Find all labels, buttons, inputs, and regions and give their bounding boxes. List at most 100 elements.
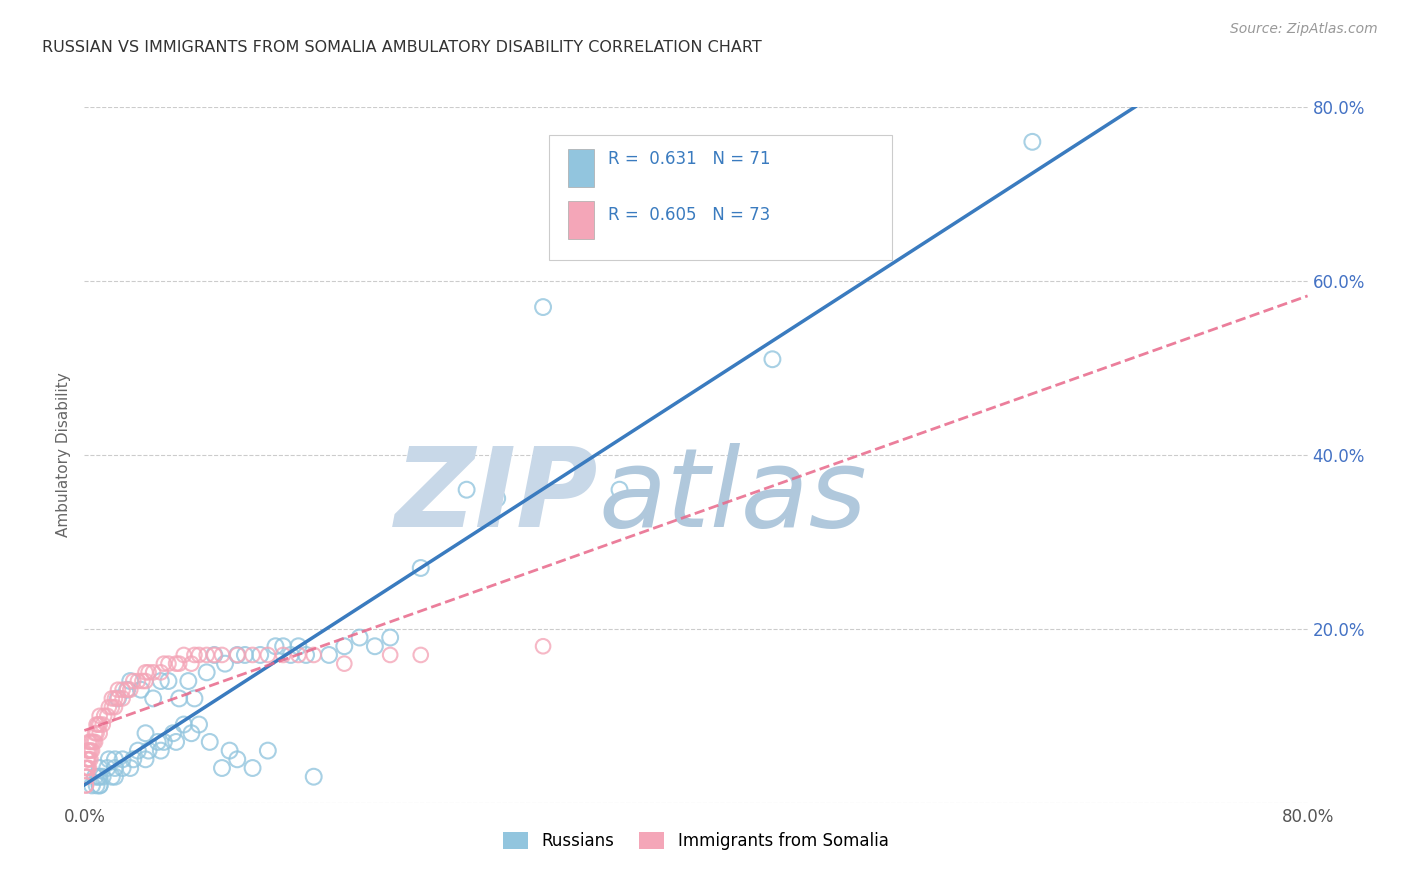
Point xyxy=(89,726,111,740)
Point xyxy=(287,648,309,662)
Point xyxy=(202,648,225,662)
Point xyxy=(135,752,157,766)
Y-axis label: Ambulatory Disability: Ambulatory Disability xyxy=(56,373,72,537)
Point xyxy=(364,639,387,653)
Point xyxy=(761,352,783,367)
Point xyxy=(127,744,149,758)
Point xyxy=(122,674,145,689)
Point xyxy=(333,657,356,671)
Point xyxy=(349,631,371,645)
Point xyxy=(75,761,97,775)
Point xyxy=(77,761,100,775)
Point xyxy=(76,752,98,766)
Point xyxy=(129,682,152,697)
Point xyxy=(195,665,218,680)
Point xyxy=(107,691,129,706)
Point xyxy=(79,735,101,749)
Point xyxy=(531,639,554,653)
Point xyxy=(271,648,294,662)
Point xyxy=(89,770,111,784)
Point xyxy=(138,744,160,758)
Point xyxy=(75,770,97,784)
Point xyxy=(76,761,98,775)
Point xyxy=(287,639,309,653)
Point xyxy=(153,735,176,749)
Point xyxy=(89,717,111,731)
Point xyxy=(198,735,221,749)
Point xyxy=(264,639,287,653)
Point xyxy=(122,752,145,766)
Point xyxy=(211,761,233,775)
Point xyxy=(177,674,200,689)
Point xyxy=(104,700,127,714)
Point xyxy=(76,752,98,766)
Point xyxy=(83,735,105,749)
Point xyxy=(142,665,165,680)
Point xyxy=(89,761,111,775)
Point xyxy=(180,726,202,740)
Point xyxy=(107,691,129,706)
Point xyxy=(115,682,138,697)
Point xyxy=(76,761,98,775)
Point xyxy=(456,483,478,497)
Point xyxy=(195,648,218,662)
Point xyxy=(93,708,115,723)
Point xyxy=(146,735,169,749)
Point xyxy=(75,770,97,784)
Point xyxy=(173,717,195,731)
Point xyxy=(135,665,157,680)
Point xyxy=(77,752,100,766)
Point xyxy=(302,648,325,662)
Point xyxy=(202,648,225,662)
Point xyxy=(242,761,264,775)
Point xyxy=(257,744,280,758)
Point xyxy=(211,648,233,662)
Point xyxy=(142,691,165,706)
Point xyxy=(77,735,100,749)
Point xyxy=(101,700,124,714)
Legend: Russians, Immigrants from Somalia: Russians, Immigrants from Somalia xyxy=(496,826,896,857)
Point xyxy=(271,639,294,653)
Point xyxy=(127,674,149,689)
Point xyxy=(111,691,134,706)
Point xyxy=(165,735,187,749)
Point xyxy=(226,752,249,766)
Point xyxy=(135,674,157,689)
Point xyxy=(76,744,98,758)
Point xyxy=(167,691,190,706)
Point xyxy=(89,778,111,793)
Point xyxy=(104,761,127,775)
Point xyxy=(86,726,108,740)
Bar xyxy=(568,149,595,187)
Point xyxy=(75,761,97,775)
Point xyxy=(96,708,118,723)
Point xyxy=(135,726,157,740)
Point xyxy=(249,648,271,662)
Point xyxy=(104,770,127,784)
Point xyxy=(86,778,108,793)
Point xyxy=(280,648,302,662)
Point xyxy=(96,761,118,775)
Point xyxy=(609,483,631,497)
Point xyxy=(120,761,142,775)
Point xyxy=(104,691,127,706)
Point xyxy=(89,778,111,793)
Point xyxy=(214,657,236,671)
Point xyxy=(104,752,127,766)
Point xyxy=(111,682,134,697)
Point xyxy=(157,674,180,689)
Point xyxy=(111,761,134,775)
Point xyxy=(80,735,103,749)
Point xyxy=(91,717,114,731)
Point xyxy=(97,700,120,714)
Point xyxy=(120,674,142,689)
Point xyxy=(97,752,120,766)
Point xyxy=(233,648,256,662)
Point xyxy=(226,648,249,662)
Point xyxy=(101,770,124,784)
Point xyxy=(531,300,554,314)
Point xyxy=(157,657,180,671)
Point xyxy=(380,648,402,662)
Point xyxy=(115,682,138,697)
Point xyxy=(101,691,124,706)
